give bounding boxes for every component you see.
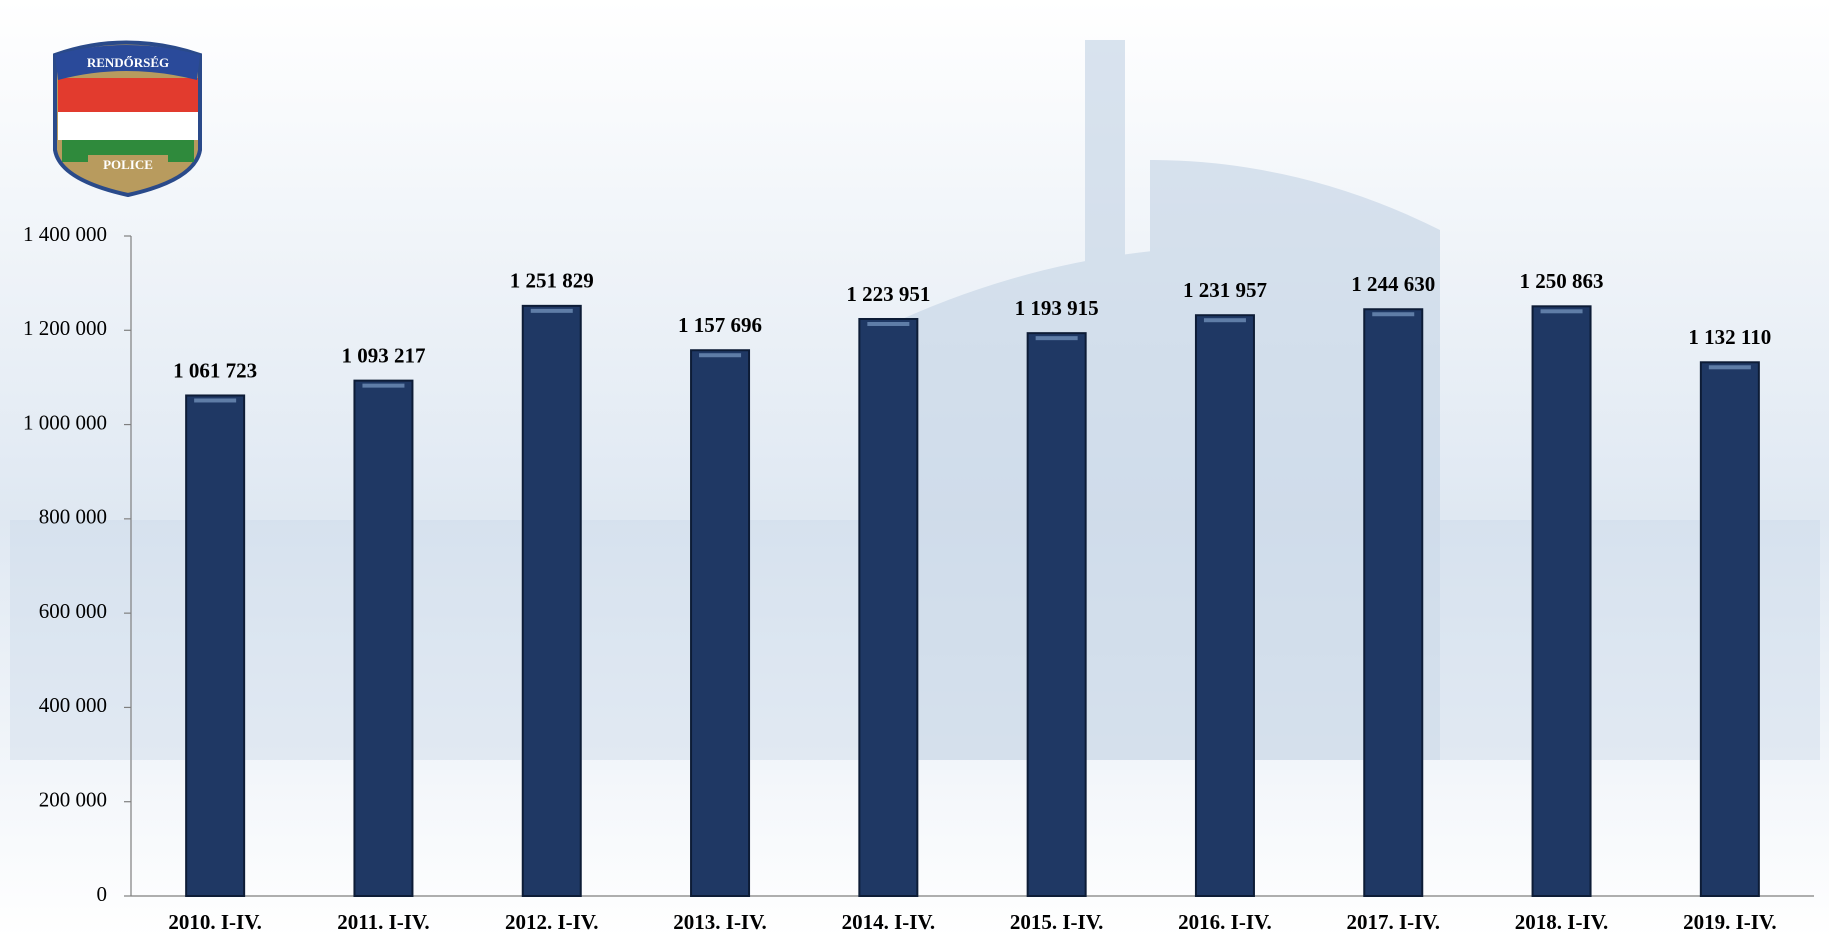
bar-highlight [699, 353, 741, 357]
logo-top-text: RENDŐRSÉG [87, 55, 169, 70]
y-tick-label: 0 [97, 882, 108, 906]
bar [859, 319, 917, 896]
x-tick-label: 2018. I-IV. [1515, 910, 1609, 934]
bar [1364, 309, 1422, 896]
bar [691, 350, 749, 896]
bar [354, 381, 412, 896]
value-label: 1 250 863 [1520, 269, 1604, 293]
y-tick-label: 1 200 000 [23, 316, 107, 340]
x-tick-label: 2011. I-IV. [337, 910, 429, 934]
value-label: 1 157 696 [678, 313, 762, 337]
x-tick-label: 2019. I-IV. [1683, 910, 1777, 934]
x-tick-label: 2015. I-IV. [1010, 910, 1104, 934]
logo: RENDŐRSÉG POLICE [55, 43, 200, 196]
value-label: 1 231 957 [1183, 278, 1267, 302]
value-label: 1 093 217 [341, 343, 425, 367]
y-tick-label: 1 000 000 [23, 410, 107, 434]
logo-bottom-text: POLICE [103, 157, 153, 172]
x-tick-label: 2014. I-IV. [842, 910, 936, 934]
y-tick-label: 600 000 [39, 599, 107, 623]
bar-highlight [194, 398, 236, 402]
chart: RENDŐRSÉG POLICE 0 200 000 400 000 600 000 8… [0, 0, 1829, 938]
x-tick-label: 2017. I-IV. [1346, 910, 1440, 934]
bar-highlight [867, 322, 909, 326]
value-label: 1 244 630 [1351, 272, 1435, 296]
y-tick-label: 800 000 [39, 505, 107, 529]
bar [1196, 315, 1254, 896]
value-label: 1 132 110 [1688, 325, 1771, 349]
bar-highlight [362, 384, 404, 388]
x-tick-label: 2016. I-IV. [1178, 910, 1272, 934]
bar-highlight [1541, 309, 1583, 313]
value-label: 1 193 915 [1015, 296, 1099, 320]
bar-highlight [531, 309, 573, 313]
y-tick-label: 1 400 000 [23, 222, 107, 246]
bar [1028, 333, 1086, 896]
bar-highlight [1036, 336, 1078, 340]
bar [523, 306, 581, 896]
bar [1701, 362, 1759, 896]
bar [186, 395, 244, 896]
value-label: 1 251 829 [510, 269, 594, 293]
bar-highlight [1204, 318, 1246, 322]
bar-highlight [1372, 312, 1414, 316]
value-label: 1 223 951 [846, 282, 930, 306]
x-tick-label: 2010. I-IV. [168, 910, 262, 934]
x-tick-label: 2013. I-IV. [673, 910, 767, 934]
value-label: 1 061 723 [173, 358, 257, 382]
bar [1533, 306, 1591, 896]
y-tick-label: 200 000 [39, 788, 107, 812]
y-tick-label: 400 000 [39, 693, 107, 717]
x-tick-label: 2012. I-IV. [505, 910, 599, 934]
bar-highlight [1709, 365, 1751, 369]
